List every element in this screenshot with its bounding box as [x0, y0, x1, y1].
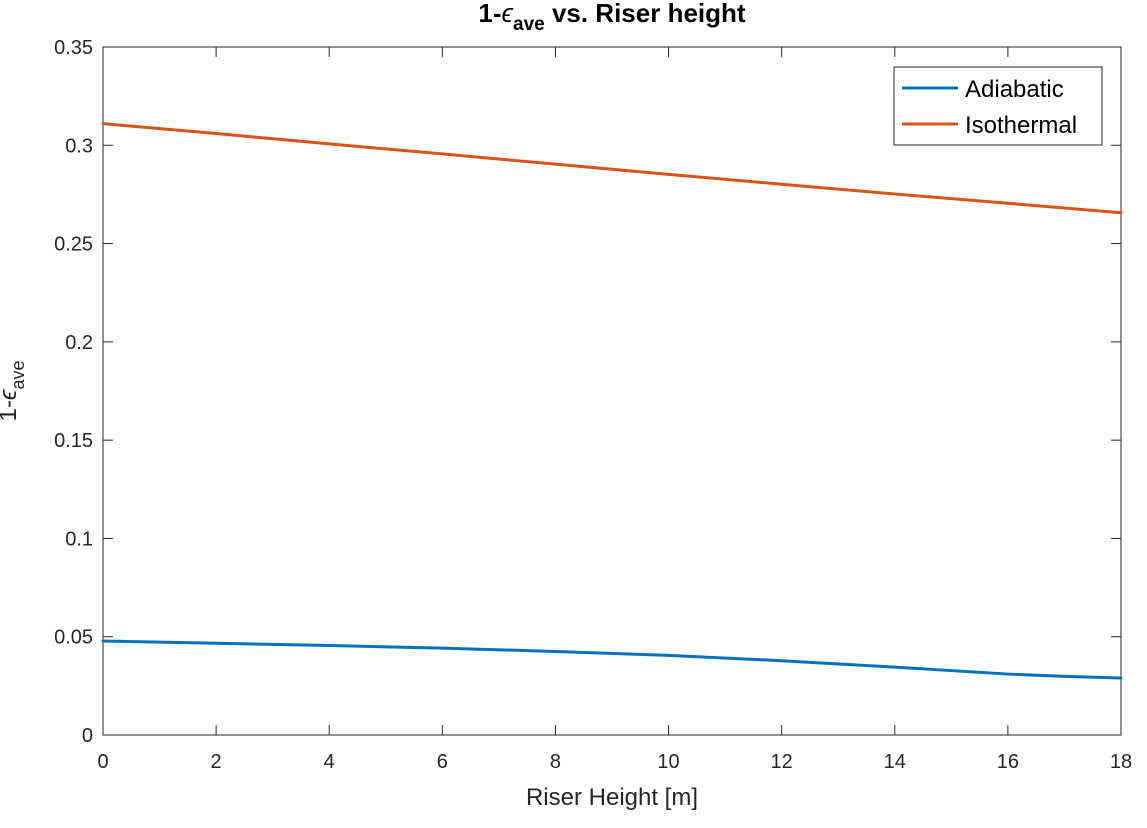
y-tick-label: 0.15 — [54, 430, 93, 452]
ticks-layer: 0 2 4 6 8 10 12 14 16 18 0 0.05 0.1 0.15 0.2 0.25 0.3 0.3… — [54, 37, 1132, 773]
x-tick-label: 8 — [550, 751, 561, 773]
y-tick-label: 0.3 — [65, 135, 93, 157]
y-tick-label: 0 — [82, 725, 93, 747]
legend: Adiabatic Isothermal — [893, 66, 1103, 146]
y-tick-label: 0.05 — [54, 627, 93, 649]
x-tick-label: 16 — [997, 751, 1019, 773]
chart-title: 1-ϵave vs. Riser height — [478, 0, 745, 35]
y-tick-label: 0.25 — [54, 234, 93, 256]
x-tick-label: 2 — [211, 751, 222, 773]
y-tick-label: 0.1 — [65, 528, 93, 550]
x-tick-label: 6 — [437, 751, 448, 773]
legend-label-isothermal: Isothermal — [965, 112, 1077, 139]
y-tick-label: 0.35 — [54, 37, 93, 59]
x-tick-label: 12 — [771, 751, 793, 773]
y-tick-label: 0.2 — [65, 332, 93, 354]
x-tick-label: 18 — [1110, 751, 1132, 773]
x-tick-label: 0 — [97, 751, 108, 773]
x-tick-label: 10 — [657, 751, 679, 773]
series-line-adiabatic — [101, 639, 1123, 680]
x-axis-label: Riser Height [m] — [526, 784, 698, 811]
x-tick-label: 4 — [324, 751, 335, 773]
x-tick-label: 14 — [884, 751, 906, 773]
series-line-isothermal — [101, 122, 1123, 215]
legend-box — [893, 66, 1103, 146]
plot-area — [102, 46, 1122, 736]
series-layer — [101, 122, 1123, 680]
legend-label-adiabatic: Adiabatic — [965, 76, 1064, 103]
y-axis-label: 1-ϵave — [0, 361, 28, 422]
